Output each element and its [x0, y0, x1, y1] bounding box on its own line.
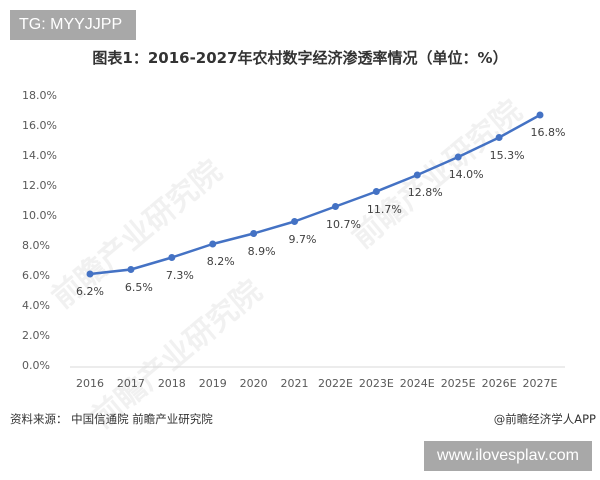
- y-tick-label: 14.0%: [22, 149, 57, 162]
- y-tick-label: 16.0%: [22, 119, 57, 132]
- y-tick-label: 10.0%: [22, 209, 57, 222]
- data-label: 15.3%: [489, 148, 525, 162]
- credit-note: @前瞻经济学人APP: [493, 412, 596, 426]
- series-line: [88, 113, 542, 276]
- y-tick-label: 2.0%: [22, 329, 50, 342]
- data-point-marker: [372, 188, 380, 195]
- data-point-marker: [536, 111, 544, 119]
- x-tick-label: 2022E: [317, 377, 353, 390]
- data-label: 6.5%: [124, 280, 153, 294]
- data-label: 6.2%: [76, 285, 104, 298]
- data-label: 7.3%: [165, 268, 194, 282]
- y-tick-label: 4.0%: [22, 299, 50, 312]
- data-point-marker: [291, 218, 299, 225]
- x-tick-label: 2024E: [399, 377, 435, 390]
- data-label: 11.7%: [366, 202, 402, 216]
- data-point-marker: [331, 203, 339, 210]
- x-tick-label: 2023E: [358, 377, 394, 390]
- data-label: 8.2%: [206, 255, 235, 268]
- x-tick-label: 2026E: [481, 377, 517, 390]
- y-tick-label: 18.0%: [22, 89, 57, 102]
- chart-title: 图表1：2016-2027年农村数字经济渗透率情况（单位：%）: [92, 49, 508, 67]
- data-point-marker: [209, 240, 217, 248]
- x-tick-label: 2019: [198, 377, 227, 390]
- data-label: 16.8%: [530, 126, 566, 139]
- x-tick-label: 2027E: [522, 377, 558, 390]
- data-label: 12.8%: [407, 186, 443, 199]
- x-tick-label: 2025E: [440, 377, 476, 390]
- x-tick-label: 2021: [280, 377, 309, 390]
- data-point-marker: [413, 171, 421, 179]
- y-tick-label: 0.0%: [22, 359, 50, 372]
- data-label: 9.7%: [288, 232, 317, 246]
- source-note: 资料来源： 中国信通院 前瞻产业研究院: [10, 412, 213, 426]
- data-point-marker: [127, 266, 135, 273]
- data-point-marker: [86, 270, 94, 278]
- data-point-marker: [454, 153, 462, 161]
- y-tick-label: 12.0%: [22, 179, 57, 192]
- tg-badge: TG: MYYJJPP: [10, 10, 136, 40]
- x-tick-label: 2017: [116, 377, 145, 390]
- data-label: 8.9%: [247, 244, 276, 258]
- x-tick-label: 2020: [239, 377, 268, 390]
- x-tick-label: 2018: [157, 377, 186, 390]
- y-tick-label: 6.0%: [22, 269, 50, 282]
- data-point-marker: [250, 230, 258, 237]
- series-markers: [86, 111, 544, 278]
- data-point-marker: [495, 134, 503, 141]
- data-label: 10.7%: [325, 217, 361, 231]
- x-tick-label: 2016: [76, 377, 104, 390]
- y-tick-label: 8.0%: [22, 239, 50, 252]
- data-point-marker: [168, 254, 176, 261]
- data-label: 14.0%: [448, 168, 484, 181]
- url-badge: www.ilovesplav.com: [424, 441, 592, 471]
